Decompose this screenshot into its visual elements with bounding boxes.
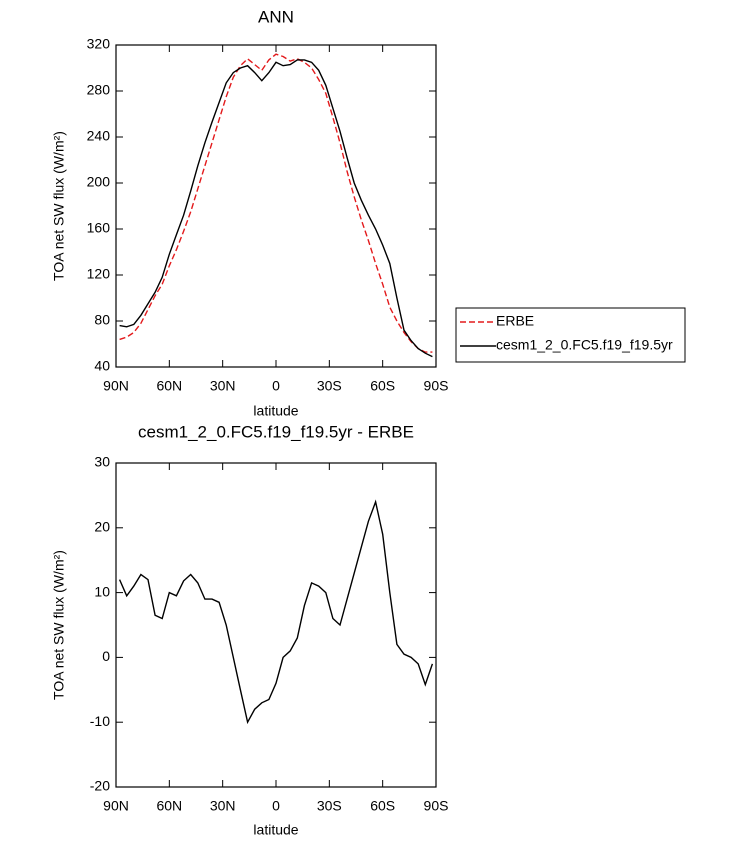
x-tick-label: 30N — [210, 378, 236, 394]
chart-title: cesm1_2_0.FC5.f19_f19.5yr - ERBE — [138, 422, 414, 441]
y-tick-label: 30 — [94, 454, 110, 470]
legend-box — [455, 307, 686, 363]
chart-title: ANN — [258, 7, 294, 26]
x-tick-label: 90N — [103, 798, 129, 814]
y-tick-label: 0 — [102, 648, 110, 664]
y-tick-label: 280 — [87, 82, 111, 98]
series-line — [118, 499, 434, 725]
y-tick-label: 200 — [87, 174, 111, 190]
x-axis-label: latitude — [253, 403, 298, 419]
x-tick-label: 90S — [424, 798, 449, 814]
y-tick-label: 160 — [87, 220, 111, 236]
y-tick-label: -10 — [90, 713, 110, 729]
x-tick-label: 60S — [370, 798, 395, 814]
y-tick-label: 80 — [94, 312, 110, 328]
series-line — [119, 59, 433, 358]
plot-frame — [115, 462, 437, 788]
x-tick-label: 30S — [317, 378, 342, 394]
y-tick-label: 320 — [87, 36, 111, 52]
x-tick-label: 30N — [210, 798, 236, 814]
y-tick-label: 40 — [94, 358, 110, 374]
x-tick-label: 60N — [156, 378, 182, 394]
x-axis-label: latitude — [253, 822, 298, 838]
y-axis-label: TOA net SW flux (W/m²) — [51, 550, 67, 700]
y-tick-label: 20 — [94, 519, 110, 535]
x-tick-label: 60S — [370, 378, 395, 394]
plot-frame — [115, 44, 437, 368]
series-line — [119, 53, 433, 353]
x-tick-label: 90N — [103, 378, 129, 394]
x-tick-label: 90S — [424, 378, 449, 394]
x-tick-label: 60N — [156, 798, 182, 814]
y-axis-label: TOA net SW flux (W/m²) — [51, 131, 67, 281]
x-tick-label: 0 — [272, 798, 280, 814]
y-tick-label: 120 — [87, 266, 111, 282]
x-tick-label: 0 — [272, 378, 280, 394]
y-tick-label: 240 — [87, 128, 111, 144]
x-tick-label: 30S — [317, 798, 342, 814]
y-tick-label: -20 — [90, 778, 110, 794]
legend-label: cesm1_2_0.FC5.f19_f19.5yr — [496, 337, 673, 353]
legend-label: ERBE — [496, 313, 534, 329]
y-tick-label: 10 — [94, 583, 110, 599]
